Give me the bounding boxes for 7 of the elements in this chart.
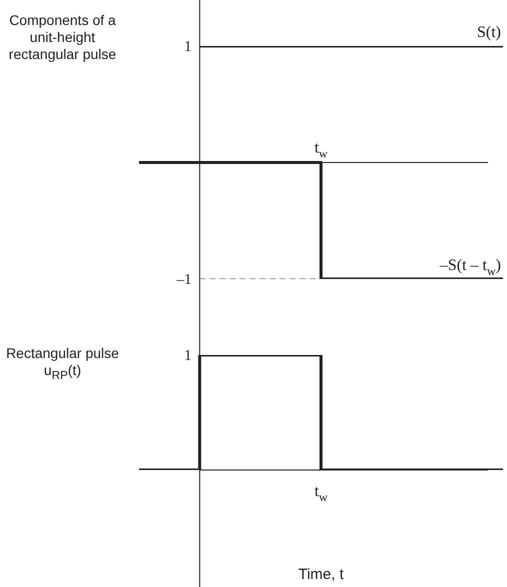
y-axis-title: Components of a unit-height rectangular pulse <box>8 12 118 63</box>
x-axis-title: Time, t <box>298 566 344 583</box>
y-axis-title: Rectangular pulse u$_{RP}$(t) <box>5 345 120 384</box>
annotation: 1 <box>184 348 192 364</box>
annotation: –1 <box>176 272 192 288</box>
series-label: S(t) <box>477 24 501 41</box>
annotation: 1 <box>184 39 192 55</box>
